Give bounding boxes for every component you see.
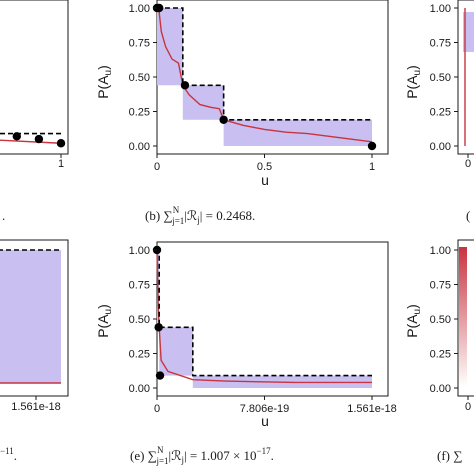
panel-e-ytick-label-1: 0.25: [129, 349, 150, 361]
panel-a-caption: .: [2, 208, 5, 223]
panel-f-ytick-label-0: 0.00: [430, 383, 451, 395]
panel-b-xlabel: u: [261, 172, 269, 188]
panel-e-xtick-label-2: 1.561e-18: [347, 403, 397, 415]
panel-e-y-ticks: 0.00 0.25 0.50 0.75 1.00: [129, 245, 157, 395]
panel-b-x-ticks: 0 0.5 1: [154, 154, 375, 173]
panel-f: 0.00 0.25 0.50 0.75 1.00 P(Au) 0 (f) ∑: [404, 239, 474, 463]
panel-c-plot-area: [457, 0, 474, 158]
panel-b-point-3: [219, 115, 228, 124]
panel-a-xtick-1: 1: [58, 158, 64, 170]
panel-c-ylabel: P(Au): [404, 65, 423, 99]
panel-b-point-2: [180, 81, 190, 90]
panel-b-ytick-label-3: 0.75: [129, 38, 150, 50]
panel-c-ytick-label-0: 0.00: [430, 141, 451, 153]
panel-c-ytick-label-2: 0.50: [430, 72, 451, 84]
panel-e: 0.00 0.25 0.50 0.75 1.00 0 7.806e-19 1.561e-18…: [95, 241, 397, 466]
panel-b-point-1: [154, 3, 164, 13]
panel-b-xtick-label-1: 0.5: [257, 161, 272, 173]
panel-a-frame: [0, 0, 69, 155]
panel-e-xtick-label-0: 0: [154, 403, 160, 415]
panel-d-xtick-1561: 1.561e-18: [11, 401, 61, 413]
panel-e-caption: (e) ∑N j=1|ℛj| = 1.007 × 10−17.: [130, 445, 274, 466]
panel-c-caption: (: [466, 208, 470, 223]
panel-f-ytick-label-4: 1.00: [430, 245, 451, 257]
panel-b-series-line: [156, 7, 373, 143]
panel-b-upper-bound: [157, 7, 372, 121]
panel-f-xtick-0: 0: [465, 401, 471, 413]
panel-e-ytick-label-3: 0.75: [129, 280, 150, 292]
panel-c-band: [463, 12, 474, 52]
panel-b-xtick-label-0: 0: [154, 161, 160, 173]
panel-b-ytick-label-0: 0.00: [129, 141, 150, 153]
panel-e-point-1: [154, 323, 163, 332]
panel-b-xtick-label-2: 1: [369, 161, 375, 173]
panel-b: 0.000.250.500.751.00 0 0.5 1 P(Au) u (b) ∑…: [95, 0, 389, 226]
panel-b-ytick-label-2: 0.50: [129, 72, 150, 84]
panel-e-plot-area: [152, 241, 389, 397]
panel-e-point-2: [155, 371, 165, 380]
panel-c-ytick-label-1: 0.25: [430, 107, 451, 119]
panel-d-plot-area: [0, 239, 69, 400]
panel-f-plot-area: [457, 239, 474, 400]
panel-e-band: [157, 250, 372, 388]
panel-b-ytick-label-1: 0.25: [129, 107, 150, 119]
panel-e-ylabel: P(Au): [95, 304, 114, 338]
panel-e-x-ticks: 0 7.806e-19 1.561e-18: [154, 396, 397, 415]
panel-b-ytick-label-4: 1.00: [129, 3, 150, 15]
panel-f-ytick-label-3: 0.75: [430, 280, 451, 292]
panel-e-xlabel: u: [261, 413, 269, 429]
panel-a: 1 .: [0, 0, 69, 223]
panel-b-band: [157, 8, 372, 146]
panel-e-ytick-label-2: 0.50: [129, 314, 150, 326]
panel-b-ylabel: P(Au): [95, 65, 114, 99]
panel-a-point-4: [56, 139, 66, 148]
panel-d: 1.561e-18 −11.: [0, 239, 69, 463]
panel-f-caption: (f) ∑: [437, 448, 463, 463]
panel-f-ylabel: P(Au): [404, 304, 423, 338]
panel-e-ytick-label-0: 0.00: [129, 383, 150, 395]
panel-c-y-ticks: 0.00 0.25 0.50 0.75 1.00: [430, 3, 458, 153]
panel-a-point-3: [34, 134, 44, 144]
panel-c-ytick-label-4: 1.00: [430, 3, 451, 15]
panel-a-series-line: [0, 139, 62, 144]
panel-f-ytick-label-2: 0.50: [430, 314, 451, 326]
panel-e-ytick-label-4: 1.00: [129, 245, 150, 257]
panel-e-frame: [156, 241, 389, 397]
panel-b-point-4: [367, 141, 377, 151]
panel-b-y-ticks: 0.00 0.25 0.50 0.75 1.00: [129, 3, 157, 153]
panel-e-xtick-label-1: 7.806e-19: [240, 403, 290, 415]
panel-c-ytick-label-3: 0.75: [430, 38, 451, 50]
panel-a-plot-area: [0, 0, 69, 158]
panel-f-ytick-label-1: 0.25: [430, 349, 451, 361]
panel-a-point-2: [12, 132, 21, 141]
panel-f-band: [459, 247, 467, 387]
panel-b-plot-area: [152, 0, 389, 155]
panel-c-xtick-0: 0: [465, 158, 471, 170]
panel-d-band: [0, 250, 61, 383]
panel-c: 0.00 0.25 0.50 0.75 1.00 P(Au) 0 (: [404, 0, 474, 223]
panel-b-caption: (b) ∑N j=1|ℛj| = 0.2468.: [145, 205, 255, 226]
panel-f-y-ticks: 0.00 0.25 0.50 0.75 1.00: [430, 245, 458, 395]
panel-d-caption: −11.: [0, 446, 17, 463]
